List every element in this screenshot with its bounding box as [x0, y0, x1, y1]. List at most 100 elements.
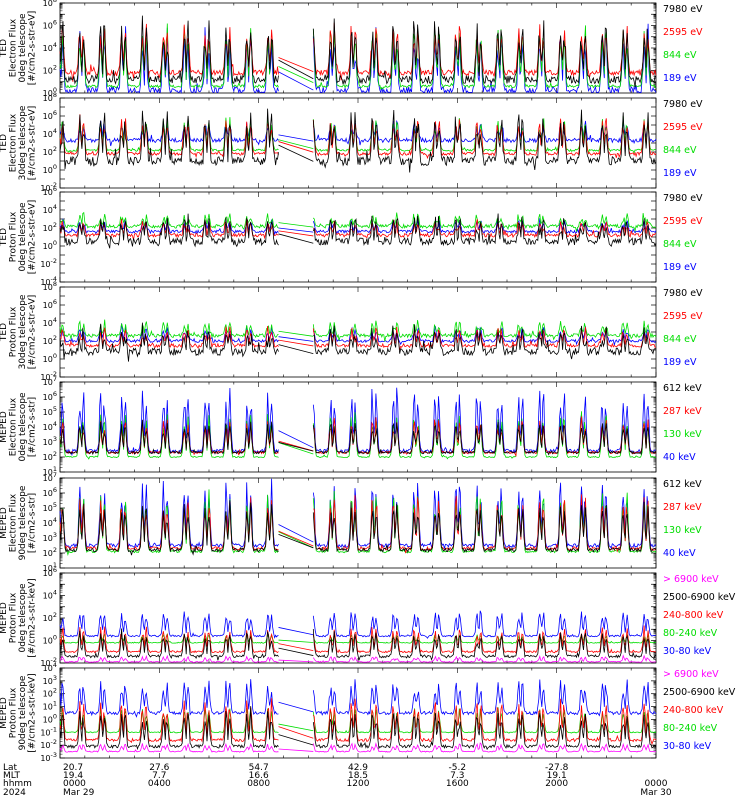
legend-entry: 189 eV	[663, 262, 697, 273]
gap-line	[278, 144, 314, 162]
ytick-label: 100	[43, 634, 57, 646]
series-line-2595-ev	[59, 325, 279, 349]
ytick-label: 101	[43, 465, 57, 477]
gap-line	[278, 344, 314, 354]
ytick-label: 104	[43, 661, 57, 673]
series-line--6900-kev	[59, 742, 279, 753]
footer-value: Mar 30	[640, 788, 672, 798]
series-line-844-ev	[59, 23, 279, 89]
ytick-label: 104	[43, 589, 57, 601]
ytick-label: 102	[43, 611, 57, 623]
gap-line	[278, 230, 314, 237]
footer-value: -5.2	[449, 763, 467, 773]
footer-value: 1600	[446, 779, 469, 789]
y-axis-label: MEPEDProton Flux90deg telescope[#/cm2-s-…	[0, 673, 37, 752]
series-line-240-800-kev	[312, 625, 657, 654]
gap-line	[278, 726, 314, 739]
series-line-2595-ev	[59, 218, 279, 240]
ytick-label: 104	[43, 127, 57, 139]
footer-row-label: Lat	[3, 763, 18, 773]
series-line-7980-ev	[313, 324, 657, 360]
ytick-label: 102	[43, 450, 57, 462]
series-line-7980-ev	[59, 322, 279, 362]
legend-entry: > 6900 keV	[663, 574, 719, 585]
ytick-label: 10-2	[40, 738, 57, 750]
footer-value: 19.4	[63, 771, 83, 781]
y-axis-label: MEPEDElectron Flux90deg telescope[#/cm2-…	[0, 485, 37, 560]
y-axis-label: MEPEDElectron Flux0deg telescope[#/cm2-s…	[0, 392, 37, 462]
footer-row-label: hhmm	[3, 779, 32, 789]
series-line-189-ev	[59, 120, 279, 147]
series-line-189-ev	[59, 323, 279, 344]
series-line--6900-kev	[312, 742, 657, 753]
footer-value: 16.6	[249, 771, 269, 781]
legend-entry: 844 eV	[663, 50, 697, 61]
gap-line	[278, 659, 314, 663]
series-line-612-kev	[312, 501, 657, 553]
ytick-label: 108	[43, 91, 57, 103]
series-line-240-800-kev	[312, 698, 657, 746]
gap-line	[278, 530, 314, 547]
legend-entry: 189 eV	[663, 357, 697, 368]
ytick-label: 100	[43, 163, 57, 175]
ytick-label: 103	[43, 435, 57, 447]
gap-line	[278, 442, 314, 455]
footer-value: -27.8	[545, 763, 569, 773]
footer-value: 19.1	[547, 771, 567, 781]
gap-line	[278, 441, 314, 452]
gap-line	[278, 723, 314, 732]
panel-3: 10-4 10-2 100 102 104 106 TEDProton Flux0deg t…	[0, 185, 703, 287]
ytick-label: 103	[43, 531, 57, 543]
ytick-label: 104	[43, 316, 57, 328]
ytick-label: 102	[43, 546, 57, 558]
legend-entry: 30-80 keV	[663, 741, 712, 752]
footer-value: 20.7	[63, 763, 83, 773]
ytick-label: 100	[43, 86, 57, 98]
ytick-label: 106	[43, 566, 57, 578]
series-line-189-ev	[59, 26, 279, 94]
series-line-2500-6900-kev	[59, 628, 279, 661]
ytick-label: 10-2	[40, 370, 57, 382]
gap-line	[278, 440, 314, 452]
footer-value: 7.7	[152, 771, 166, 781]
ytick-label: 108	[43, 280, 57, 292]
ytick-label: 108	[43, 0, 57, 8]
series-line-240-800-kev	[59, 698, 279, 744]
ytick-label: 106	[43, 185, 57, 197]
ytick-label: 102	[43, 334, 57, 346]
series-line-2595-ev	[312, 22, 657, 81]
gap-line	[278, 330, 314, 337]
series-line-189-ev	[312, 119, 657, 146]
panel-frame	[59, 97, 657, 189]
panel-6: 101 102 103 104 105 106 107 MEPEDElectron Flux9…	[0, 471, 702, 573]
gap-line	[278, 139, 314, 150]
footer-value: 0400	[148, 779, 171, 789]
gap-line	[278, 639, 314, 643]
series-line-844-ev	[59, 211, 279, 230]
y-axis-label: MEPEDProton Flux0deg telescope[#/cm2-s-s…	[0, 578, 37, 657]
series-line-844-ev	[312, 25, 657, 91]
panel-1: 100 102 104 106 108 TEDElectron Flux0deg tele…	[0, 0, 703, 98]
gap-line	[278, 647, 314, 656]
legend-entry: 612 keV	[663, 479, 702, 490]
series-line-612-kev	[59, 419, 279, 456]
gap-line	[278, 430, 314, 449]
series-line-7980-ev	[312, 18, 657, 88]
ytick-label: 10-2	[40, 181, 57, 193]
ytick-label: 105	[43, 405, 57, 417]
legend-entry: 2595 eV	[663, 27, 703, 38]
ytick-label: 106	[43, 486, 57, 498]
gap-line	[278, 627, 314, 636]
legend-entry: 80-240 keV	[663, 628, 718, 639]
series-line-30-80-kev	[312, 679, 657, 717]
series-line-2500-6900-kev	[312, 713, 657, 751]
ytick-label: 100	[43, 239, 57, 251]
legend-entry: 2500-6900 keV	[663, 592, 736, 603]
series-line-7980-ev	[312, 109, 657, 173]
ytick-label: 102	[43, 64, 57, 76]
gap-line	[278, 134, 314, 142]
legend-entry: 130 keV	[663, 525, 702, 536]
legend-entry: 2595 eV	[663, 216, 703, 227]
